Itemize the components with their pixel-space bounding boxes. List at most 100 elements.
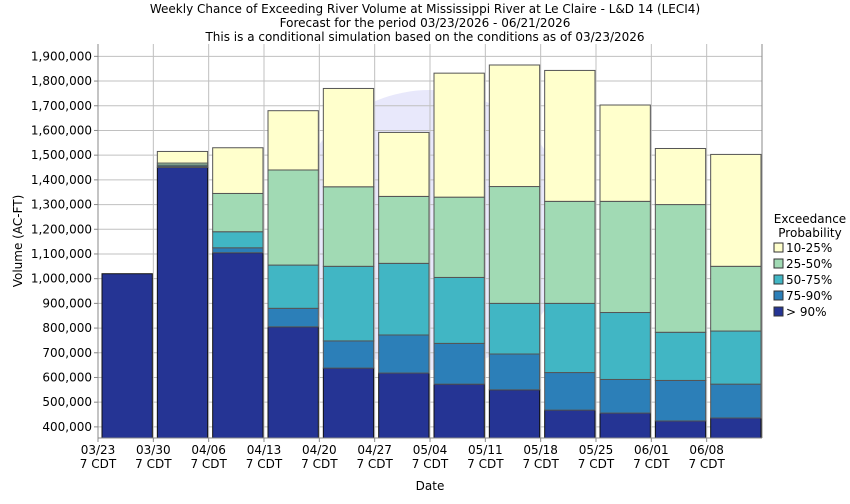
x-tick-sublabel: 7 CDT [467, 457, 504, 471]
y-tick-label: 900,000 [42, 296, 92, 310]
x-tick-label: 06/01 [634, 443, 669, 457]
y-tick-label: 1,800,000 [31, 74, 92, 88]
x-tick-label: 03/23 [81, 443, 116, 457]
bar-segment [322, 265, 375, 342]
y-tick-label: 1,200,000 [31, 222, 92, 236]
y-tick-label: 700,000 [42, 346, 92, 360]
legend-label: 10-25% [786, 241, 832, 255]
bar-segment [433, 383, 485, 439]
legend-swatch [773, 242, 784, 253]
bar-segment [378, 195, 430, 264]
bar-segment [710, 330, 762, 385]
x-tick-sublabel: 7 CDT [80, 457, 117, 471]
bar-segment [544, 409, 596, 439]
bar-segment [488, 353, 541, 391]
bar-segment [267, 326, 319, 439]
x-tick-label: 05/04 [413, 443, 448, 457]
bar-segment [710, 153, 762, 267]
bar-segment [378, 372, 430, 439]
x-tick-label: 05/11 [468, 443, 503, 457]
bar-segment [267, 264, 319, 309]
x-tick-label: 04/20 [302, 443, 337, 457]
bar-segment [156, 167, 209, 439]
bar-segment [654, 379, 707, 422]
bar-segment [212, 252, 264, 439]
y-tick-label: 1,500,000 [31, 148, 92, 162]
x-tick-label: 05/18 [523, 443, 558, 457]
legend: Exceedance Probability 10-25% 25-50% 50-75… [773, 212, 846, 319]
bar-segment [212, 247, 264, 254]
bar-segment [654, 420, 707, 439]
bar-segment [488, 64, 541, 188]
bar-segment [433, 72, 485, 198]
legend-title-2: Probability [778, 226, 841, 240]
bar-segment [212, 192, 264, 233]
x-tick-sublabel: 7 CDT [412, 457, 449, 471]
x-tick-sublabel: 7 CDT [301, 457, 338, 471]
chart-subtitle-1: Forecast for the period 03/23/2026 - 06/… [280, 16, 571, 30]
y-tick-label: 500,000 [42, 395, 92, 409]
x-tick-sublabel: 7 CDT [688, 457, 725, 471]
y-tick-label: 1,700,000 [31, 99, 92, 113]
bar-segment [654, 204, 707, 333]
bar-segment [267, 307, 319, 328]
bar-segment [156, 150, 209, 164]
bar-segment [378, 262, 430, 336]
bar-segment [599, 312, 651, 380]
y-tick-label: 800,000 [42, 321, 92, 335]
bar-segment [488, 302, 541, 355]
bar-segment [322, 87, 375, 188]
bar-segment [433, 276, 485, 344]
bar-segment [544, 372, 596, 411]
x-tick-label: 04/06 [191, 443, 226, 457]
bar-segment [212, 231, 264, 249]
legend-swatch [773, 274, 784, 285]
bar-segment [212, 147, 264, 194]
bar-segment [488, 389, 541, 439]
bar-segment [654, 147, 707, 206]
bar-segment [599, 378, 651, 414]
x-tick-label: 04/13 [247, 443, 282, 457]
x-tick-sublabel: 7 CDT [135, 457, 172, 471]
chart-subtitle-2: This is a conditional simulation based o… [204, 30, 644, 44]
bar-segment [433, 342, 485, 385]
y-tick-label: 1,900,000 [31, 49, 92, 63]
legend-swatch [773, 306, 784, 317]
x-tick-label: 06/08 [689, 443, 724, 457]
bar-segment [378, 334, 430, 374]
axes: 400,000 500,000 600,000 700,000 800,000 900,0… [31, 44, 763, 471]
grid [97, 44, 763, 438]
bar-segment [378, 131, 430, 197]
bar-segment [599, 200, 651, 314]
bar-segment [101, 273, 153, 439]
legend-swatch [773, 258, 784, 269]
bar-segment [488, 186, 541, 304]
y-tick-label: 1,600,000 [31, 123, 92, 137]
y-tick-label: 600,000 [42, 370, 92, 384]
x-tick-label: 05/25 [579, 443, 614, 457]
y-tick-label: 400,000 [42, 420, 92, 434]
legend-label: 25-50% [786, 257, 832, 271]
legend-title-1: Exceedance [774, 212, 846, 226]
x-axis-label: Date [416, 479, 445, 493]
bar-segment [544, 200, 596, 304]
legend-label: 75-90% [786, 289, 832, 303]
bar-segment [654, 331, 707, 381]
bar-segment [267, 110, 319, 171]
bar-segment [267, 169, 319, 266]
y-tick-label: 1,100,000 [31, 247, 92, 261]
x-tick-sublabel: 7 CDT [246, 457, 283, 471]
bar-segment [710, 417, 762, 439]
x-tick-sublabel: 7 CDT [190, 457, 227, 471]
y-tick-label: 1,300,000 [31, 198, 92, 212]
bar-segment [322, 340, 375, 369]
bar-segment [710, 265, 762, 332]
legend-label: > 90% [786, 305, 827, 319]
legend-swatch [773, 290, 784, 301]
x-tick-sublabel: 7 CDT [578, 457, 615, 471]
x-tick-sublabel: 7 CDT [522, 457, 559, 471]
bar-segment [322, 367, 375, 439]
x-tick-sublabel: 7 CDT [633, 457, 670, 471]
x-tick-label: 04/27 [357, 443, 392, 457]
